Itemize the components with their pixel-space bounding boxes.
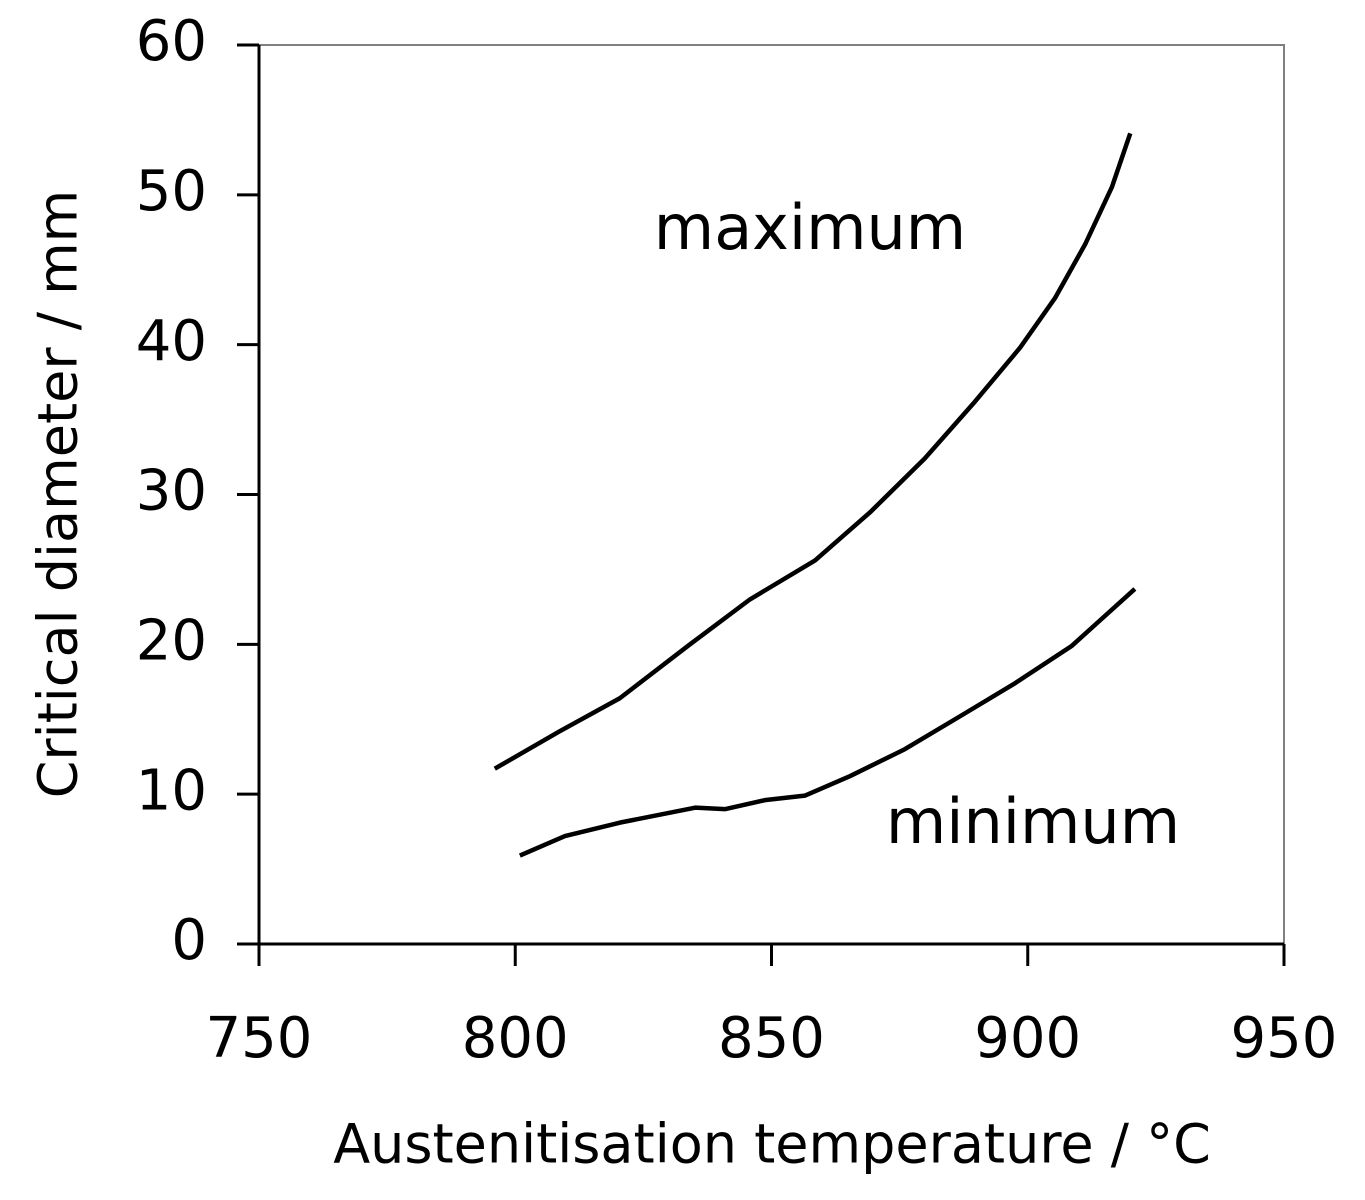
x-tick-label: 750 — [206, 1006, 313, 1071]
series-line — [518, 587, 1137, 858]
y-tick-label: 60 — [136, 9, 207, 74]
x-tick-label: 900 — [974, 1006, 1081, 1071]
series-label: minimum — [886, 785, 1180, 858]
x-axis-title: Austenitisation temperature / °C — [333, 1113, 1211, 1176]
y-tick-label: 30 — [136, 459, 207, 524]
y-tick-label: 20 — [136, 608, 207, 673]
y-tick-label: 40 — [136, 309, 207, 374]
y-tick-label: 0 — [171, 908, 207, 973]
series-line — [493, 132, 1133, 771]
y-axis-title: Critical diameter / mm — [27, 190, 90, 799]
series-label: maximum — [654, 191, 966, 264]
x-tick-label: 950 — [1231, 1006, 1338, 1071]
y-tick-label: 50 — [136, 159, 207, 224]
x-tick-label: 800 — [462, 1006, 569, 1071]
y-tick-label: 10 — [136, 758, 207, 823]
x-tick-label: 850 — [718, 1006, 825, 1071]
